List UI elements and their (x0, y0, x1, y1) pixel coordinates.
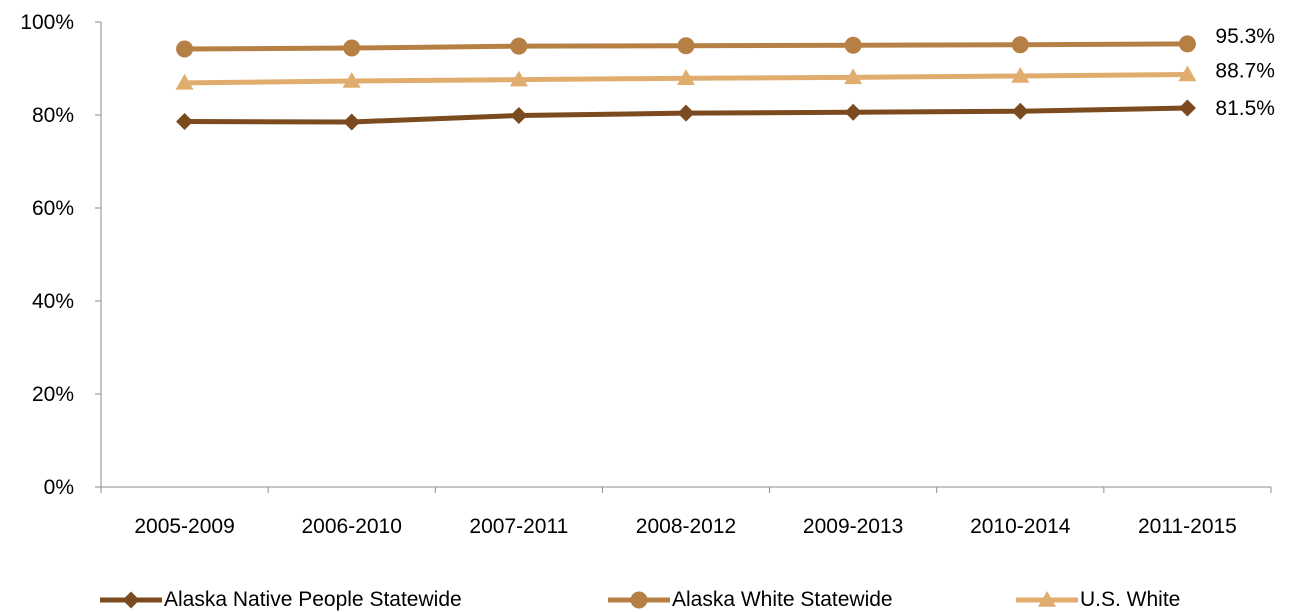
data-point (509, 70, 528, 87)
data-point (176, 40, 194, 58)
legend-item-us-white: U.S. White (1014, 588, 1180, 612)
line-chart: 0% 20% 40% 60% 80% 100% 2005-2009 2006-2010 2007… (20, 11, 1275, 538)
y-tick-label: 0% (44, 476, 74, 499)
y-tick-label: 40% (32, 290, 74, 313)
legend-swatch-circle (608, 591, 670, 609)
legend-marker (630, 591, 648, 609)
x-tick-label: 2011-2015 (1138, 515, 1237, 538)
chart-series (175, 35, 1197, 131)
data-point (343, 113, 361, 131)
data-point (1011, 36, 1029, 54)
data-point (844, 36, 862, 54)
legend-item-alaska-white: Alaska White Statewide (606, 588, 893, 612)
legend-item-alaska-native: Alaska Native People Statewide (98, 588, 462, 612)
data-point (342, 72, 361, 88)
y-tick-label: 80% (32, 104, 74, 127)
y-tick-label: 20% (32, 383, 74, 406)
end-value-label: 95.3% (1215, 25, 1275, 48)
x-tick-label: 2008-2012 (636, 515, 736, 538)
x-tick-label: 2006-2010 (301, 515, 401, 538)
legend: Alaska Native People Statewide Alaska Wh… (0, 588, 1296, 612)
data-point (510, 37, 528, 55)
y-tick-label: 100% (20, 11, 74, 34)
data-point (1178, 35, 1196, 53)
end-value-label: 88.7% (1215, 60, 1275, 83)
data-point (677, 104, 695, 122)
data-point (1011, 66, 1030, 83)
data-point (343, 39, 361, 57)
data-point (510, 106, 528, 124)
legend-label: U.S. White (1080, 588, 1181, 611)
y-tick-label: 60% (32, 197, 74, 220)
end-value-label: 81.5% (1215, 97, 1275, 120)
chart-axes: 0% 20% 40% 60% 80% 100% 2005-2009 2006-2010 2007… (20, 11, 1272, 538)
legend-swatch-diamond (100, 591, 162, 609)
series-alaska-white-statewide (176, 35, 1196, 58)
data-point (175, 73, 194, 90)
data-point (677, 69, 695, 86)
x-tick-label: 2009-2013 (803, 515, 903, 538)
end-labels: 81.5% 95.3% 88.7% (1215, 25, 1275, 120)
data-point (844, 103, 862, 121)
data-point (1178, 65, 1197, 82)
x-tick-label: 2005-2009 (134, 515, 234, 538)
legend-swatch-triangle (1016, 591, 1078, 607)
data-point (176, 113, 194, 131)
x-tick-label: 2010-2014 (970, 515, 1071, 538)
x-tick-label: 2007-2011 (469, 515, 568, 538)
legend-marker (1038, 591, 1056, 607)
series-u-s-white (175, 65, 1197, 90)
legend-label: Alaska Native People Statewide (164, 588, 462, 611)
data-point (844, 68, 863, 85)
data-point (677, 37, 695, 55)
legend-marker (122, 591, 140, 609)
data-point (1178, 99, 1196, 117)
data-point (1011, 102, 1029, 120)
legend-label: Alaska White Statewide (672, 588, 893, 611)
series-alaska-native-people-statewide (176, 99, 1196, 131)
